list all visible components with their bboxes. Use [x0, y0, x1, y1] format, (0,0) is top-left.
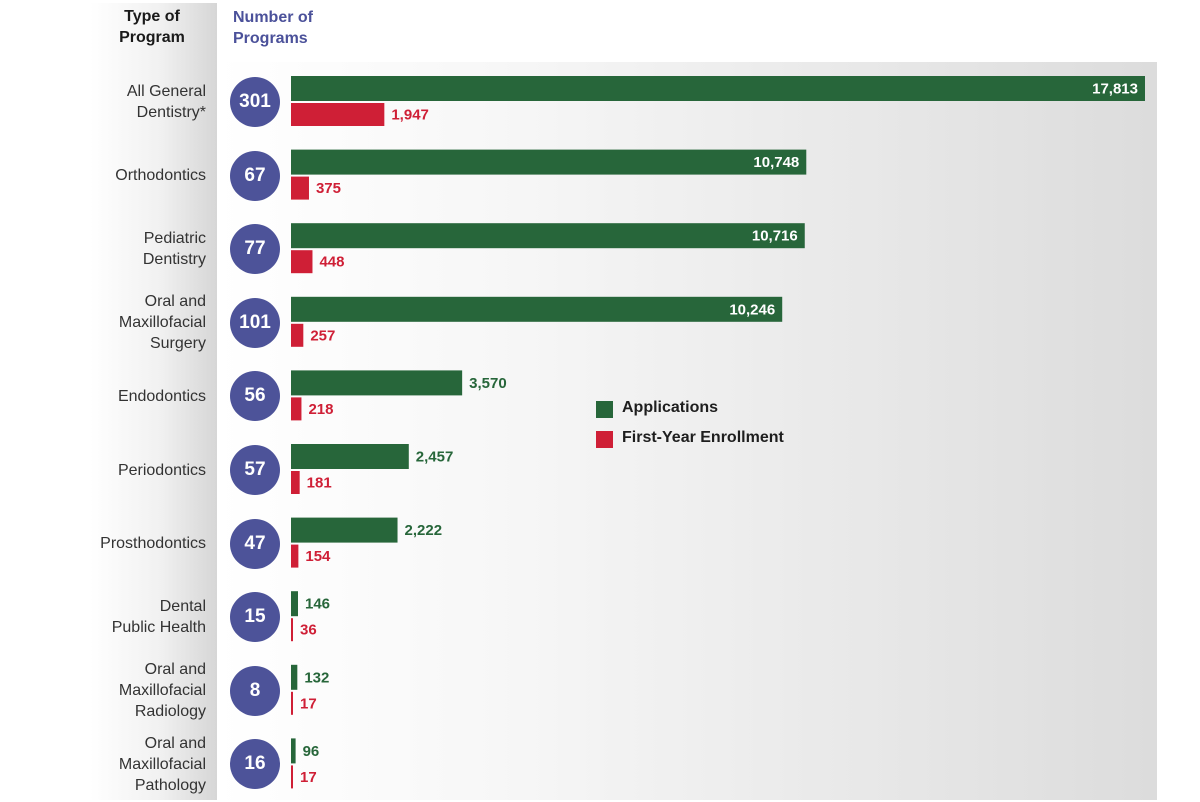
- program-count-badge: 8: [230, 665, 280, 716]
- enrollment-value-label: 218: [308, 401, 333, 418]
- program-count-badge: 57: [230, 445, 280, 495]
- program-count-badge: 77: [230, 224, 280, 275]
- enrollment-value-label: 17: [300, 695, 317, 712]
- category-label: All General Dentistry*: [126, 83, 206, 121]
- enrollment-bar: [291, 397, 302, 421]
- enrollment-bar: [291, 250, 313, 274]
- enrollment-value-label: 257: [310, 327, 335, 344]
- enrollment-value-label: 375: [316, 180, 341, 197]
- enrollment-value-label: 154: [305, 548, 331, 565]
- applications-bar: [291, 370, 463, 396]
- program-count-badge: 47: [230, 518, 280, 569]
- applications-bar: [291, 444, 409, 469]
- applications-bar: [291, 149, 807, 175]
- applications-value-label: 10,716: [752, 228, 798, 245]
- applications-value-label: 132: [304, 669, 329, 686]
- enrollment-bar: [291, 618, 293, 642]
- applications-value-label: 2,222: [405, 522, 443, 539]
- legend-label-applications: Applications: [622, 399, 719, 416]
- enrollment-bar: [291, 323, 304, 347]
- category-label: Prosthodontics: [100, 535, 206, 553]
- enrollment-bar: [291, 471, 300, 494]
- applications-value-label: 10,748: [753, 154, 799, 171]
- enrollment-bar: [291, 765, 293, 789]
- applications-bar: [291, 517, 398, 543]
- program-count-badge: 301: [230, 77, 280, 127]
- category-label: Oral and Maxillofacial Pathology: [118, 734, 206, 794]
- program-count-badge: 67: [230, 150, 280, 201]
- applications-value-label: 3,570: [469, 375, 507, 392]
- applications-bar: [291, 664, 298, 690]
- applications-swatch: [596, 401, 613, 418]
- program-count-badge: 15: [230, 592, 280, 643]
- enrollment-bar: [291, 544, 299, 568]
- number-of-programs-header: Number of Programs: [233, 9, 313, 47]
- applications-value-label: 146: [305, 596, 330, 613]
- applications-bar: [291, 296, 783, 322]
- applications-bar: [291, 76, 1145, 101]
- enrollment-value-label: 181: [307, 475, 332, 492]
- category-label: Orthodontics: [115, 167, 206, 185]
- category-label: Periodontics: [117, 461, 206, 479]
- enrollment-value-label: 36: [300, 622, 317, 639]
- enrollment-value-label: 17: [300, 769, 317, 786]
- type-of-program-header: Type of Program: [119, 8, 185, 46]
- applications-value-label: 10,246: [729, 301, 775, 318]
- enrollment-value-label: 1,947: [391, 107, 429, 124]
- enrollment-bar: [291, 691, 293, 715]
- category-label: Endodontics: [117, 387, 206, 405]
- applications-value-label: 17,813: [1092, 81, 1138, 98]
- plot-area-background: [217, 62, 1157, 800]
- enrollment-bar: [291, 176, 309, 200]
- category-label: Pediatric Dentistry: [142, 230, 206, 269]
- enrollment-bar: [291, 103, 385, 126]
- applications-bar: [291, 738, 296, 764]
- enrollment-value-label: 448: [319, 254, 344, 271]
- applications-value-label: 2,457: [416, 449, 454, 466]
- applications-value-label: 96: [303, 743, 320, 760]
- applications-bar: [291, 223, 805, 249]
- program-count-badge: 101: [230, 297, 280, 348]
- legend-label-enrollment: First-Year Enrollment: [622, 429, 784, 446]
- category-label: Oral and Maxillofacial Radiology: [118, 661, 206, 721]
- label-column-background: [90, 3, 217, 800]
- category-label: Dental Public Health: [111, 598, 206, 637]
- program-count-badge: 56: [230, 371, 280, 422]
- program-count-badge: 16: [230, 739, 280, 790]
- applications-bar: [291, 591, 298, 617]
- category-label: Oral and Maxillofacial Surgery: [118, 293, 206, 353]
- enrollment-swatch: [596, 431, 613, 448]
